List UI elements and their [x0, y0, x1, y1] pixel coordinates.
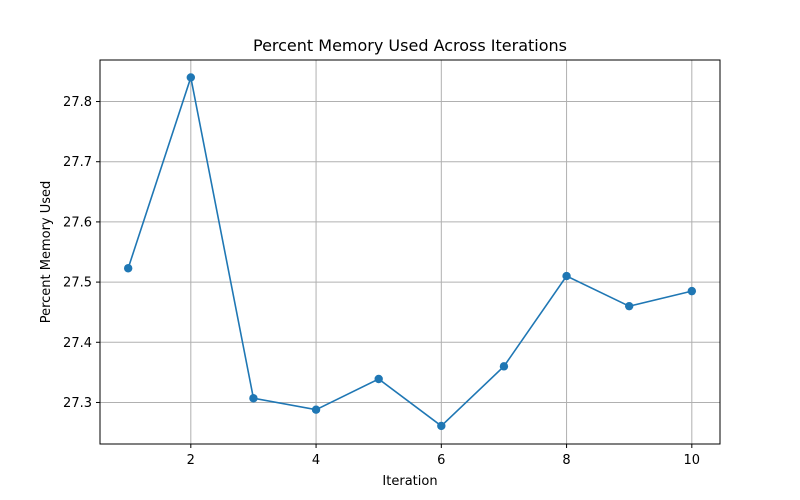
data-point: [374, 374, 383, 384]
y-tick-label: 27.4: [63, 336, 92, 351]
x-tick-label: 8: [562, 453, 570, 468]
chart-title: Percent Memory Used Across Iterations: [253, 36, 567, 55]
series-layer: [123, 73, 697, 431]
series-line: [127, 74, 693, 427]
x-tick-label: 6: [437, 453, 445, 468]
y-axis-label: Percent Memory Used: [39, 181, 54, 324]
y-tick-label: 27.3: [63, 396, 92, 411]
data-point: [311, 405, 321, 414]
data-point: [437, 421, 446, 431]
plot-frame: [99, 59, 721, 445]
x-tick-label: 2: [187, 453, 195, 468]
y-tick-label: 27.7: [63, 155, 92, 170]
data-point: [562, 271, 571, 281]
data-point: [687, 286, 697, 296]
data-point: [123, 264, 133, 273]
data-point: [624, 301, 634, 311]
x-tick-label: 4: [312, 453, 320, 468]
grid: [100, 60, 720, 444]
y-tick-label: 27.6: [63, 215, 92, 230]
y-tick-label: 27.5: [63, 276, 92, 291]
data-point: [499, 362, 509, 371]
data-point: [249, 394, 258, 403]
x-axis-label: Iteration: [382, 474, 437, 489]
y-tick-label: 27.8: [63, 95, 92, 110]
axis-ticks: 2 4 6 8 10 27.3 27.4 27.5 27.6 27.7 27.8: [63, 95, 700, 468]
data-point: [186, 73, 196, 82]
x-tick-label: 10: [684, 453, 701, 468]
